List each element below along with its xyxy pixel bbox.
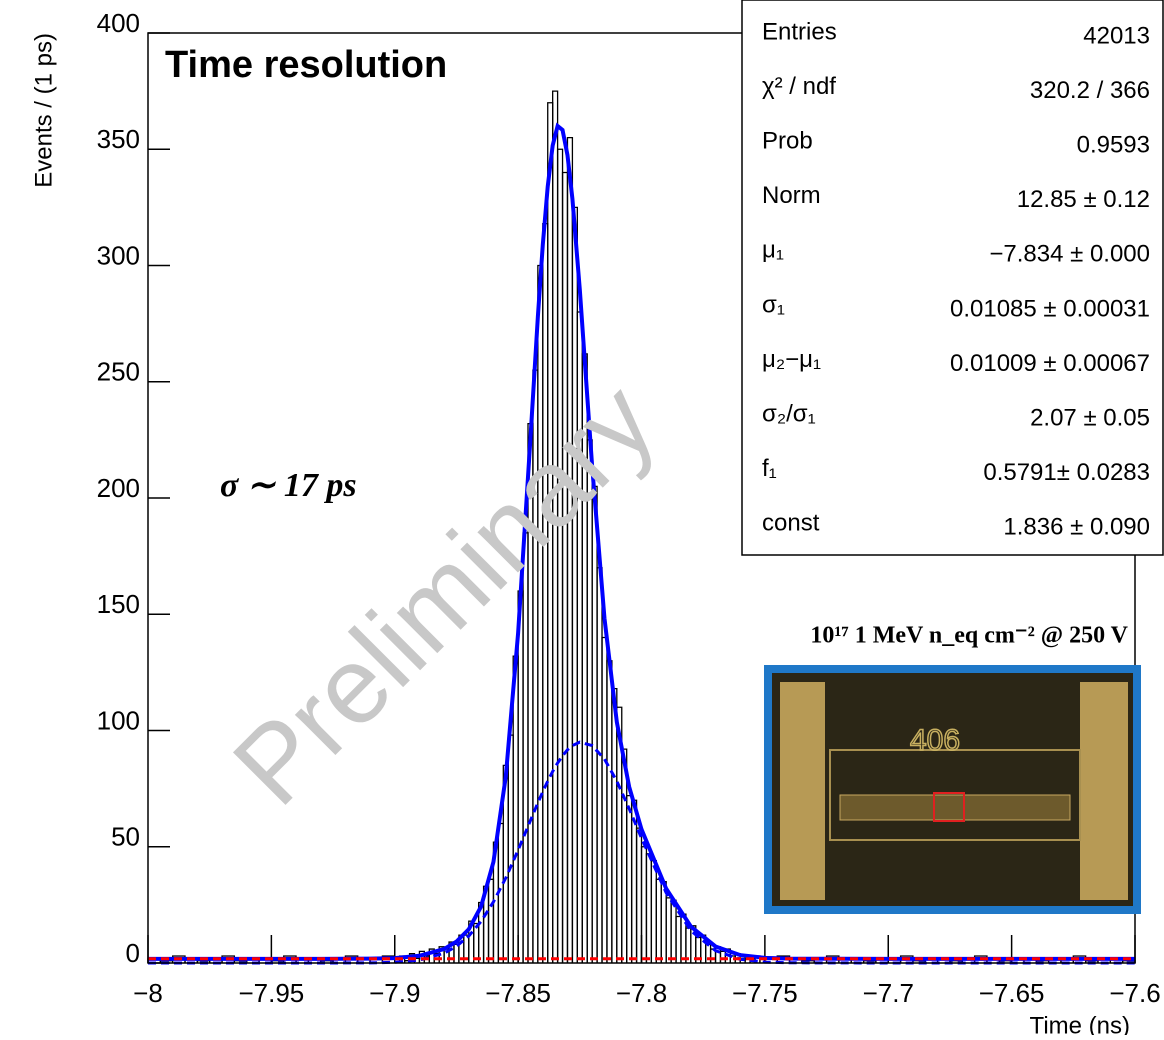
stats-value: 12.85 ± 0.12 — [1017, 186, 1150, 213]
stats-label: μ₁ — [762, 237, 784, 264]
pad — [1080, 682, 1128, 900]
inset-photo: 406 — [764, 665, 1141, 914]
stats-value: −7.834 ± 0.000 — [989, 241, 1150, 268]
stats-value: 1.836 ± 0.090 — [1003, 514, 1150, 541]
histogram-bin — [591, 485, 598, 963]
x-tick-label: −7.7 — [863, 978, 914, 1008]
stats-label: σ₂/σ₁ — [762, 401, 816, 428]
x-tick-label: −7.95 — [238, 978, 304, 1008]
y-tick-label: 300 — [97, 240, 140, 270]
y-tick-label: 250 — [97, 357, 140, 387]
stats-label: Norm — [762, 182, 821, 209]
stats-value: 0.9593 — [1077, 132, 1150, 159]
histogram-bin — [670, 899, 677, 963]
stats-label: Entries — [762, 18, 837, 45]
histogram-bin — [606, 660, 613, 963]
histogram-bin — [626, 794, 633, 963]
x-tick-label: −7.6 — [1109, 978, 1160, 1008]
histogram-bin — [561, 171, 569, 963]
histogram-bin — [621, 748, 628, 963]
x-tick-label: −7.75 — [732, 978, 798, 1008]
x-axis-label: Time (ns) — [1030, 1012, 1130, 1035]
inset-label: 406 — [910, 724, 960, 757]
y-axis-label: Events / (1 ps) — [30, 33, 57, 188]
stats-label: f₁ — [762, 455, 777, 482]
roi — [933, 792, 965, 822]
histogram-bin — [596, 567, 603, 963]
y-tick-label: 150 — [97, 589, 140, 619]
stats-value: 0.01085 ± 0.00031 — [950, 295, 1150, 322]
y-tick-label: 400 — [97, 8, 140, 38]
stats-label: const — [762, 510, 820, 537]
stats-value: 42013 — [1083, 22, 1150, 49]
sensor — [839, 794, 1071, 821]
histogram-bin — [675, 915, 682, 963]
stats-value: 2.07 ± 0.05 — [1030, 405, 1150, 432]
histogram-bin — [665, 897, 672, 963]
y-tick-label: 200 — [97, 473, 140, 503]
histogram-bin — [655, 878, 662, 963]
histogram-bin — [537, 264, 544, 963]
fluence-annotation: 10¹⁷ 1 MeV n_eq cm⁻² @ 250 V — [810, 623, 1128, 649]
histogram-bin — [571, 206, 578, 963]
trace — [829, 749, 1081, 841]
x-tick-label: −8 — [133, 978, 163, 1008]
y-tick-label: 0 — [126, 938, 140, 968]
stats-box — [741, 0, 1164, 556]
histogram-bin — [719, 950, 727, 963]
stats-value: 320.2 / 366 — [1030, 77, 1150, 104]
histogram-bin — [601, 636, 608, 963]
histogram-bin — [650, 860, 657, 963]
histogram-bin — [680, 913, 687, 963]
chart-title: Time resolution — [165, 44, 447, 86]
pad — [780, 682, 825, 900]
histogram-bin — [542, 223, 549, 963]
histogram-bin — [611, 688, 618, 963]
stats-value: 0.5791± 0.0283 — [983, 459, 1150, 486]
x-tick-label: −7.85 — [485, 978, 551, 1008]
x-tick-label: −7.8 — [616, 978, 667, 1008]
histogram-bin — [487, 878, 495, 963]
histogram-bin — [507, 734, 514, 963]
histogram-bin — [473, 922, 480, 963]
stats-label: σ₁ — [762, 291, 785, 318]
sigma-annotation: σ ∼ 17 ps — [220, 467, 357, 504]
y-tick-label: 50 — [111, 822, 140, 852]
y-tick-label: 100 — [97, 705, 140, 735]
stats-label: μ₂−μ₁ — [762, 346, 821, 373]
stats-label: χ² / ndf — [762, 73, 836, 100]
y-tick-label: 350 — [97, 124, 140, 154]
stats-value: 0.01009 ± 0.00067 — [950, 350, 1150, 377]
stats-label: Prob — [762, 128, 813, 155]
x-tick-label: −7.65 — [979, 978, 1045, 1008]
histogram-bin — [645, 853, 653, 963]
fit-line — [148, 740, 1135, 965]
fit-line — [148, 122, 1135, 961]
x-tick-label: −7.9 — [369, 978, 420, 1008]
